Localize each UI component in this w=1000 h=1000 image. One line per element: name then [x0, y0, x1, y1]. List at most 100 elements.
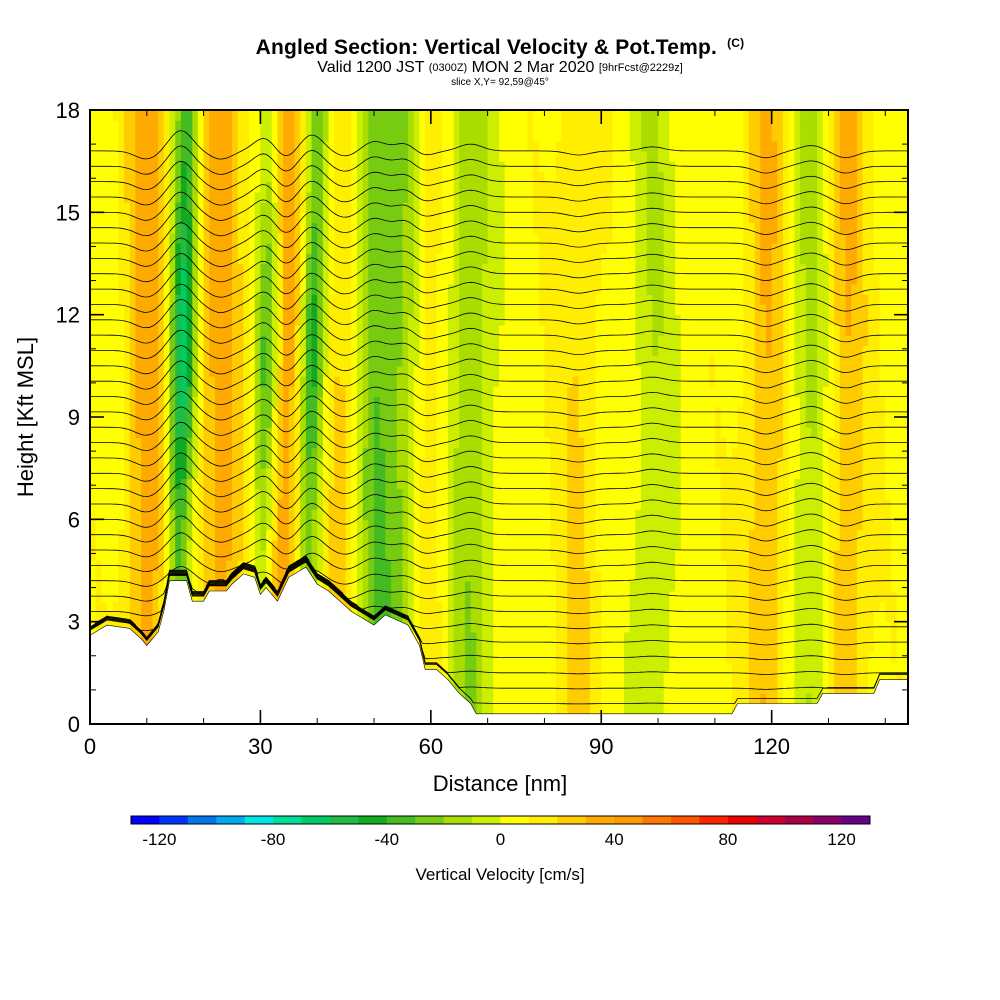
velocity-cell — [180, 120, 188, 131]
velocity-cell — [464, 140, 472, 152]
velocity-cell — [516, 243, 523, 254]
velocity-cell — [180, 304, 188, 316]
velocity-cell — [169, 519, 176, 531]
velocity-cell — [533, 457, 540, 469]
velocity-cell — [180, 140, 188, 152]
velocity-cell — [447, 191, 455, 203]
velocity-cell — [197, 212, 205, 224]
velocity-cell — [141, 243, 148, 254]
velocity-cell — [362, 437, 369, 449]
velocity-cell — [385, 601, 392, 612]
velocity-cell — [533, 150, 540, 162]
velocity-cell — [351, 468, 358, 479]
velocity-cell — [288, 181, 296, 193]
velocity-cell — [135, 406, 142, 418]
velocity-cell — [436, 222, 443, 234]
velocity-cell — [203, 304, 210, 316]
velocity-cell — [192, 550, 199, 561]
velocity-cell — [232, 294, 239, 305]
velocity-cell — [300, 263, 307, 275]
velocity-cell — [464, 130, 472, 142]
velocity-cell — [391, 294, 398, 305]
velocity-cell — [305, 263, 313, 275]
velocity-cell — [328, 335, 335, 346]
velocity-cell — [413, 580, 421, 592]
chart-title-text: Angled Section: Vertical Velocity & Pot.… — [255, 36, 718, 59]
velocity-cell — [482, 672, 489, 684]
velocity-cell — [459, 314, 466, 326]
velocity-cell — [544, 509, 551, 520]
velocity-cell — [192, 519, 199, 531]
velocity-cell — [192, 345, 199, 357]
velocity-cell — [232, 120, 239, 131]
velocity-cell — [101, 447, 108, 459]
velocity-cell — [322, 447, 330, 459]
velocity-cell — [90, 130, 97, 142]
velocity-cell — [459, 161, 466, 172]
velocity-cell — [413, 457, 421, 469]
velocity-cell — [357, 191, 364, 203]
velocity-cell — [175, 140, 182, 152]
velocity-cell — [203, 232, 210, 244]
velocity-cell — [362, 427, 369, 438]
velocity-cell — [215, 345, 222, 357]
velocity-cell — [339, 509, 347, 520]
velocity-cell — [408, 130, 415, 142]
velocity-cell — [521, 120, 528, 131]
velocity-cell — [305, 181, 313, 193]
velocity-cell — [453, 386, 460, 398]
velocity-cell — [425, 202, 432, 213]
velocity-cell — [180, 191, 188, 203]
velocity-cell — [351, 304, 358, 316]
velocity-cell — [470, 693, 477, 705]
velocity-cell — [169, 150, 176, 162]
velocity-cell — [288, 396, 296, 408]
velocity-cell — [447, 365, 455, 377]
velocity-cell — [254, 468, 261, 479]
velocity-cell — [487, 652, 494, 664]
velocity-cell — [521, 672, 528, 684]
velocity-cell — [470, 427, 477, 438]
velocity-cell — [425, 253, 432, 265]
velocity-cell — [209, 376, 216, 387]
velocity-cell — [561, 631, 568, 643]
velocity-cell — [300, 191, 307, 203]
velocity-cell — [391, 324, 398, 336]
velocity-cell — [442, 396, 449, 408]
velocity-cell — [339, 273, 347, 285]
velocity-cell — [453, 212, 460, 224]
velocity-cell — [124, 202, 131, 213]
velocity-cell — [436, 243, 443, 254]
velocity-cell — [499, 386, 506, 398]
velocity-cell — [294, 355, 301, 367]
velocity-cell — [527, 693, 534, 705]
velocity-cell — [391, 253, 398, 265]
velocity-cell — [470, 386, 477, 398]
velocity-cell — [300, 110, 307, 121]
velocity-cell — [209, 498, 216, 510]
velocity-cell — [374, 478, 381, 490]
velocity-cell — [141, 396, 148, 408]
velocity-cell — [180, 519, 188, 531]
velocity-cell — [357, 253, 364, 265]
velocity-cell — [521, 212, 528, 224]
velocity-cell — [402, 284, 409, 295]
velocity-cell — [351, 335, 358, 346]
velocity-cell — [328, 406, 335, 418]
velocity-cell — [544, 662, 551, 674]
velocity-cell — [493, 631, 500, 643]
velocity-cell — [311, 140, 318, 152]
velocity-cell — [555, 181, 563, 193]
velocity-cell — [300, 417, 307, 428]
velocity-cell — [527, 539, 534, 551]
velocity-cell — [550, 417, 557, 428]
velocity-cell — [396, 140, 404, 152]
velocity-cell — [459, 120, 466, 131]
velocity-cell — [430, 550, 438, 561]
velocity-cell — [124, 509, 131, 520]
velocity-cell — [436, 478, 443, 490]
velocity-cell — [163, 171, 171, 183]
velocity-cell — [317, 478, 324, 490]
velocity-cell — [357, 447, 364, 459]
velocity-cell — [90, 273, 97, 285]
